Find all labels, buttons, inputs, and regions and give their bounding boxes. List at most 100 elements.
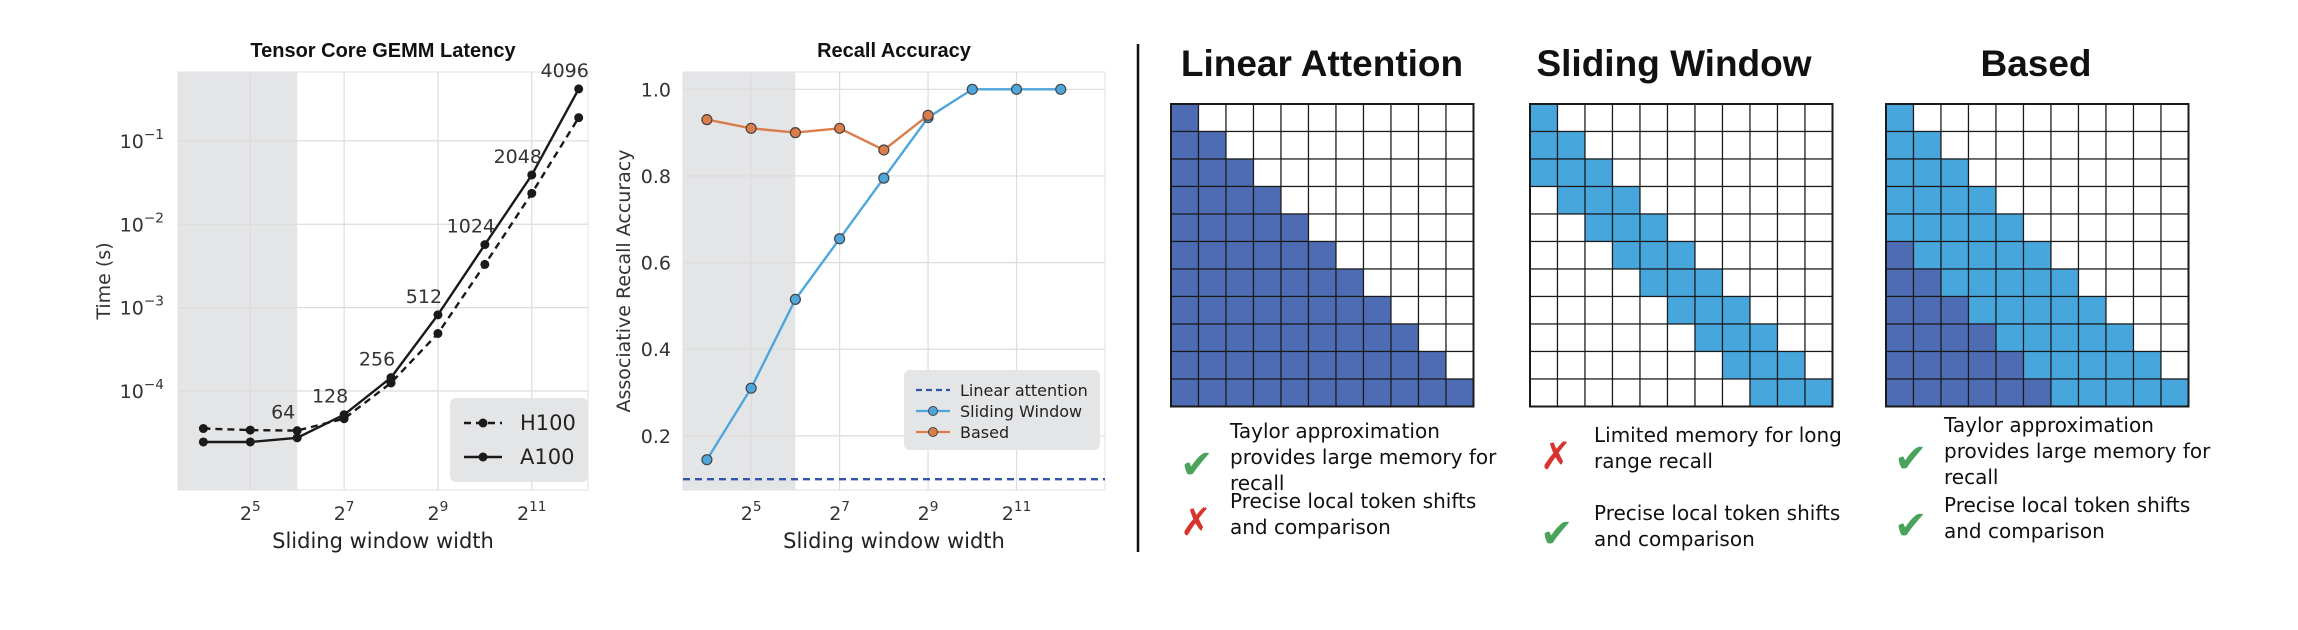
attention-cell [1967,323,1997,353]
attention-cell [1445,185,1475,215]
plot-frame [177,71,589,491]
attention-cell [1225,158,1255,188]
attention-cell [2022,378,2052,408]
attention-cell [1995,185,2025,215]
attention-cell [2050,213,2080,243]
attention-cell [2132,185,2162,215]
attention-cell [1967,158,1997,188]
item-text-line: Precise local token shifts [1944,493,2190,517]
series-based-point [745,122,757,134]
attention-cell [2132,268,2162,298]
attention-grid-frame [1885,103,2190,408]
attention-cell [1417,213,1447,243]
attention-cell [1390,158,1420,188]
attention-cell [1529,103,1559,133]
x-axis-label: Sliding window width [272,529,494,553]
attention-cell [1362,213,1392,243]
attention-cell [1639,378,1669,408]
attention-cell [2105,158,2135,188]
attention-cell [1445,350,1475,380]
attention-cell [2105,240,2135,270]
x-tick-label-base: 2 [240,503,252,525]
attention-cell [1362,158,1392,188]
attention-cell [1776,378,1806,408]
attention-cell [1912,103,1942,133]
attention-cell [2022,103,2052,133]
attention-cell [1584,378,1614,408]
attention-cell [1197,268,1227,298]
attention-cell [1417,323,1447,353]
series-sliding-window-point [1055,83,1067,95]
legend-marker [928,427,938,437]
attention-cell [1280,378,1310,408]
data-point-h100 [245,425,255,435]
attention-cell [1885,130,1915,160]
attention-cell [2077,378,2107,408]
attention-cell [2050,158,2080,188]
attention-cell [1721,350,1751,380]
data-point-a100 [433,310,443,320]
attention-cell [1776,268,1806,298]
attention-cell [2077,240,2107,270]
attention-cell [1362,103,1392,133]
attention-cell [1225,213,1255,243]
attention-cell [1721,185,1751,215]
attention-cell [1417,158,1447,188]
attention-cell [1776,130,1806,160]
attention-cell [2050,268,2080,298]
attention-cell [1390,103,1420,133]
attention-cell [1749,268,1779,298]
attention-cell [1529,268,1559,298]
attention-cell [1776,185,1806,215]
attention-cell [1335,240,1365,270]
attention-cell [1307,185,1337,215]
item-text-line: provides large memory for [1230,445,1497,469]
legend-label: Linear attention [960,381,1088,400]
attention-cell [1940,378,1970,408]
attention-cell [1721,130,1751,160]
y-tick-label-exp: −2 [144,210,164,226]
shaded-region [178,72,298,490]
x-tick-label-exp: 5 [252,499,261,515]
attention-cell [1804,268,1834,298]
y-tick-label-exp: −4 [144,377,164,393]
item-text-line: recall [1230,471,1284,495]
y-tick-label: 1.0 [641,79,671,101]
x-tick-label: 29 [428,499,449,525]
attention-cell [1967,378,1997,408]
attention-cell [1885,295,1915,325]
attention-cell [1611,268,1641,298]
data-point-a100 [480,240,490,250]
attention-cell [1611,103,1641,133]
series-based-point [834,122,846,134]
attention-cell [1885,350,1915,380]
attention-cell [1335,378,1365,408]
annotation-label: 256 [359,349,395,371]
attention-cell [1584,323,1614,353]
series-sliding-window-point [834,233,846,245]
y-tick-label: 10−2 [120,210,164,236]
attention-cell [1335,268,1365,298]
attention-cell [2160,158,2190,188]
x-tick-label: 211 [1002,499,1032,525]
attention-cell [1940,295,1970,325]
attention-cell [1776,158,1806,188]
attention-cell [1225,378,1255,408]
attention-cell [1967,103,1997,133]
attention-cell [1694,158,1724,188]
attention-cell [1995,295,2025,325]
attention-cell [1307,268,1337,298]
x-tick-label: 29 [918,499,939,525]
attention-cell [1445,103,1475,133]
attention-cell [1280,295,1310,325]
attention-cell [1940,213,1970,243]
attention-cell [1940,268,1970,298]
attention-cell [1749,103,1779,133]
attention-cell [1280,323,1310,353]
attention-cell [1252,130,1282,160]
attention-cell [1362,323,1392,353]
attention-cell [1252,268,1282,298]
y-tick-label-base: 10 [120,131,144,153]
attention-cell [1666,185,1696,215]
attention-cell [2105,378,2135,408]
